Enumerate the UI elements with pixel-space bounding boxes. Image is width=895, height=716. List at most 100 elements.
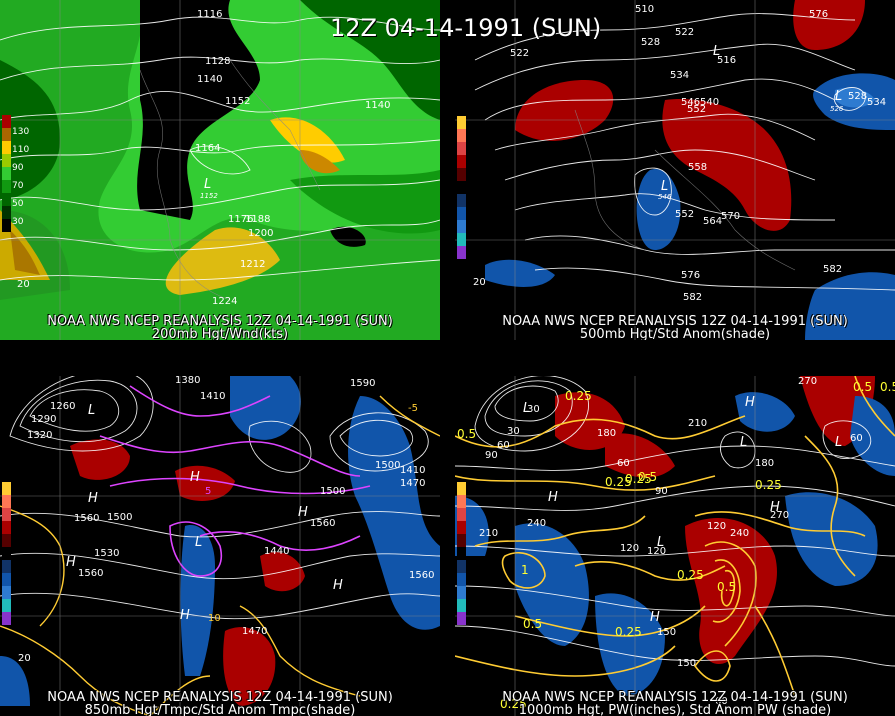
hgt-label: 1470 [400, 478, 425, 489]
hgt-label: 1560 [74, 513, 99, 524]
pw-label: 0.5 [638, 470, 657, 484]
hgt-label: 30 [507, 426, 520, 437]
high-marker: H [88, 491, 98, 506]
hgt-label: 120 [647, 546, 666, 557]
lat-label: 20 [18, 653, 31, 664]
hgt-label: 510 [635, 4, 654, 15]
hgt-label: 522 [510, 48, 529, 59]
high-marker: H [770, 500, 780, 515]
low-marker: L [195, 535, 202, 550]
hgt-label: 1590 [350, 378, 375, 389]
temp-label: 5 [205, 486, 211, 497]
hgt-label: 150 [657, 627, 676, 638]
panel-200mb: 1116 1128 1140 1152 1140 1164 1176 1188 … [0, 0, 440, 340]
color-legend [2, 115, 11, 232]
hgt-label: 1290 [31, 414, 56, 425]
hgt-label: 1164 [195, 143, 220, 154]
hgt-label: 1320 [27, 430, 52, 441]
map-500mb: 510 522 528 534 522 516 576 546 540 552 … [455, 0, 895, 340]
pw-label: 0.25 [500, 697, 527, 711]
hgt-label: 60 [617, 458, 630, 469]
hgt-label: 1530 [94, 548, 119, 559]
color-legend [2, 482, 11, 625]
legend-labels: 130 110 90 70 50 30 [12, 126, 29, 229]
legend-label: 50 [12, 199, 24, 209]
hgt-label: 120 [707, 521, 726, 532]
map-200mb: 1116 1128 1140 1152 1140 1164 1176 1188 … [0, 0, 440, 340]
hgt-label: 570 [721, 211, 740, 222]
hgt-label: 552 [687, 104, 706, 115]
hgt-label: 564 [703, 216, 722, 227]
hgt-label: 1560 [310, 518, 335, 529]
color-legend [457, 482, 466, 625]
hgt-label: 60 [850, 433, 863, 444]
hgt-label: 1500 [320, 486, 345, 497]
panel-850mb: 1350 1380 1410 1260 1290 1320 1500 1560 … [0, 376, 440, 716]
hgt-label: 120 [620, 543, 639, 554]
low-value: 526 [830, 105, 844, 113]
low-marker: L [661, 179, 668, 194]
panel-caption: NOAA NWS NCEP REANALYSIS 12Z 04-14-1991 … [47, 690, 393, 705]
panel-subcaption: 1000mb Hgt, PW(inches), Std Anom PW (sha… [518, 703, 832, 716]
hgt-label: 60 [497, 440, 510, 451]
map-1000mb: 0.25 0.25 0.5 0.25 0.25 0.5 0.5 0.5 1 0.… [455, 376, 895, 716]
hgt-label: 1212 [240, 259, 265, 270]
high-marker: H [333, 578, 343, 593]
pw-label: 0.25 [605, 475, 632, 489]
hgt-label: 1560 [409, 570, 434, 581]
hgt-label: 270 [798, 376, 817, 387]
legend-label: 110 [12, 145, 30, 155]
lat-label: 20 [17, 279, 30, 290]
pw-label: 0.5 [853, 380, 872, 394]
low-value: 1152 [200, 192, 218, 200]
legend-label: 70 [12, 181, 24, 191]
hgt-label: 1440 [264, 546, 289, 557]
legend-label: 30 [12, 217, 24, 227]
panel-caption: NOAA NWS NCEP REANALYSIS 12Z 04-14-1991 … [47, 314, 393, 329]
hgt-label: 1116 [197, 9, 222, 20]
hgt-label: 528 [848, 91, 867, 102]
hgt-label: 1128 [205, 56, 230, 67]
high-marker: H [66, 555, 76, 570]
pw-label: 0.5 [717, 580, 736, 594]
legend-label: 130 [12, 127, 30, 137]
hgt-label: 552 [675, 209, 694, 220]
hgt-label: 546 [681, 97, 700, 108]
hgt-label: 90 [485, 450, 498, 461]
pw-label: 0.5 [457, 427, 476, 441]
hgt-label: 210 [479, 528, 498, 539]
hgt-label: 1176 [228, 214, 253, 225]
hgt-label: 576 [681, 270, 700, 281]
low-marker: L [713, 44, 720, 59]
main-title: 12Z 04-14-1991 (SUN) [330, 14, 602, 42]
hgt-label: 1140 [365, 100, 390, 111]
hgt-label: 1380 [175, 376, 200, 386]
pw-label: 0.25 [615, 625, 642, 639]
panel-subcaption: 500mb Hgt/Std Anom(shade) [579, 327, 771, 340]
hgt-label: 582 [683, 292, 702, 303]
color-legend [457, 116, 466, 259]
pw-label: 0.25 [565, 389, 592, 403]
pw-label: 0.25 [625, 472, 652, 486]
hgt-label: 1200 [248, 228, 273, 239]
high-marker: H [190, 470, 200, 485]
hgt-label: 270 [770, 510, 789, 521]
legend-label: 90 [12, 163, 24, 173]
panel-caption: NOAA NWS NCEP REANALYSIS 12Z 04-14-1991 … [502, 690, 848, 705]
low-marker: L [835, 435, 842, 450]
low-marker: L [523, 401, 530, 416]
hgt-label: 522 [675, 27, 694, 38]
hgt-label: 1500 [375, 460, 400, 471]
panel-1000mb: 0.25 0.25 0.5 0.25 0.25 0.5 0.5 0.5 1 0.… [455, 376, 895, 716]
hgt-label: 210 [688, 418, 707, 429]
temp-label: -5 [408, 403, 418, 414]
pw-label: 0.25 [755, 478, 782, 492]
high-marker: H [745, 395, 755, 410]
hgt-label: 1500 [107, 512, 132, 523]
hgt-label: 240 [730, 528, 749, 539]
pw-label: 0.5 [880, 380, 895, 394]
low-marker: L [835, 89, 842, 104]
hgt-label: 1152 [225, 96, 250, 107]
hgt-label: 528 [641, 37, 660, 48]
hgt-label: 90 [655, 486, 668, 497]
